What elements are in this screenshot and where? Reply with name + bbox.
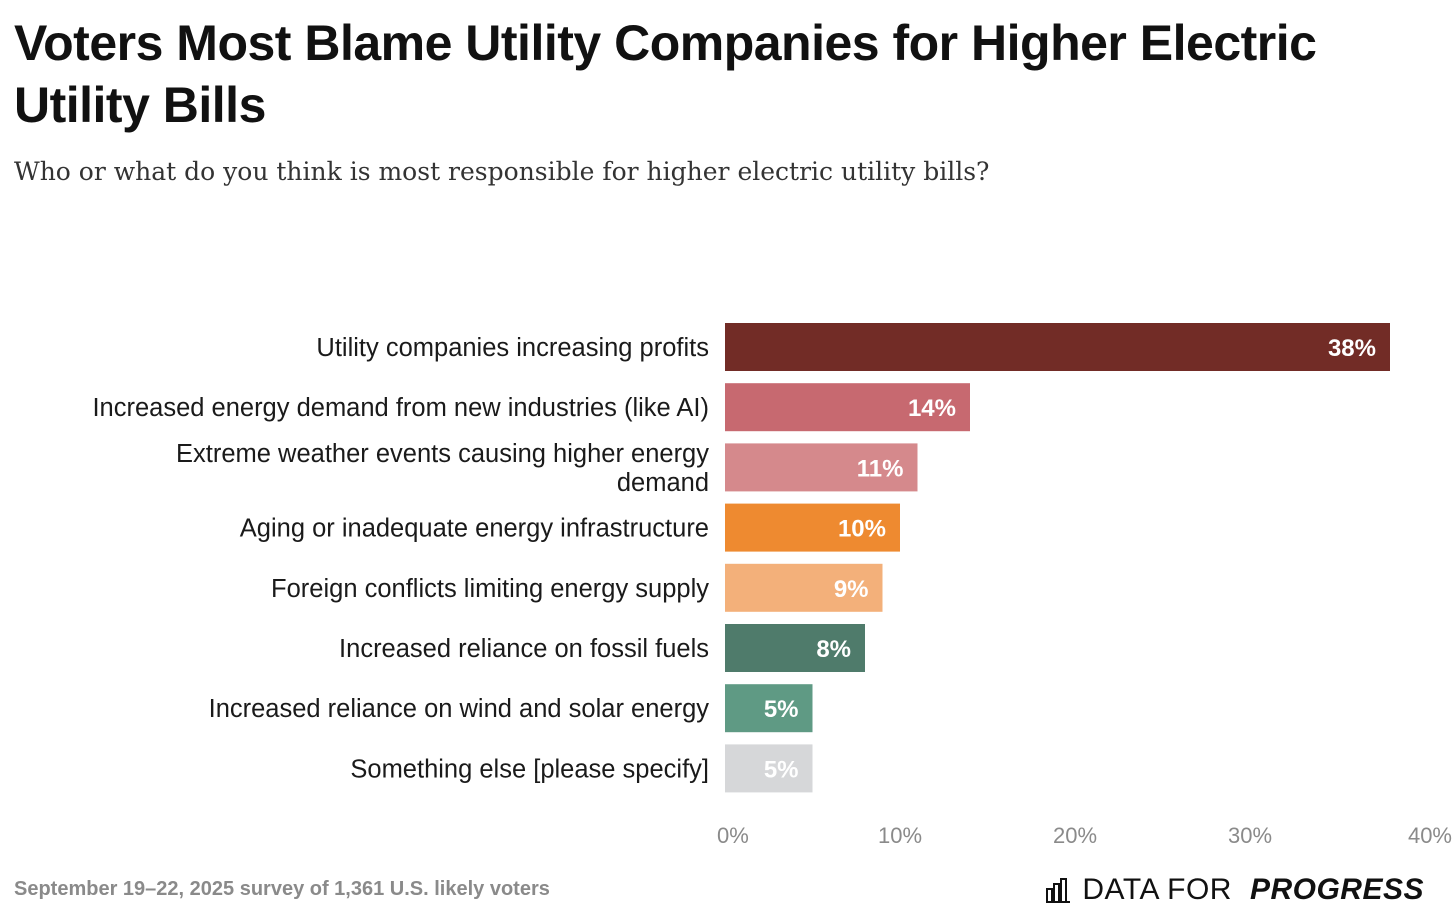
bar-4 bbox=[725, 503, 900, 552]
category-label-6: Increased reliance on fossil fuels bbox=[339, 635, 709, 663]
bar-3 bbox=[725, 443, 918, 492]
x-tick-label: 10% bbox=[878, 823, 922, 848]
page-subtitle: Who or what do you think is most respons… bbox=[14, 157, 990, 186]
bar-value-label-7: 5% bbox=[764, 696, 799, 723]
category-label-1: Utility companies increasing profits bbox=[316, 334, 709, 362]
category-label-2: Increased energy demand from new industr… bbox=[92, 394, 709, 422]
bar-1 bbox=[725, 323, 1390, 371]
bar-value-label-1: 38% bbox=[1328, 335, 1376, 362]
bar-value-label-3: 11% bbox=[857, 455, 904, 482]
x-axis-ticks: 0% 10% 20% 30% 40% bbox=[717, 823, 1452, 848]
x-tick-label: 0% bbox=[717, 823, 749, 848]
x-tick-label: 30% bbox=[1228, 823, 1272, 848]
bar-2 bbox=[725, 383, 970, 432]
bar-value-label-8: 5% bbox=[764, 756, 799, 783]
category-label-4: Aging or inadequate energy infrastructur… bbox=[240, 515, 709, 543]
category-label-3: Extreme weather events causing higher en… bbox=[176, 440, 709, 497]
category-label-7: Increased reliance on wind and solar ene… bbox=[209, 695, 710, 723]
bar-value-label-5: 9% bbox=[834, 576, 869, 603]
bar-value-label-4: 10% bbox=[838, 516, 886, 543]
bar-5 bbox=[725, 563, 883, 612]
page-title: Voters Most Blame Utility Companies for … bbox=[14, 15, 1317, 133]
bars-layer: 38% Utility companies increasing profits 1… bbox=[92, 323, 1390, 793]
bar-chart-icon bbox=[1046, 878, 1071, 903]
brand-logo: DATA FOR PROGRESS bbox=[1046, 872, 1424, 908]
bar-8 bbox=[725, 744, 813, 793]
x-tick-label: 20% bbox=[1053, 823, 1097, 848]
brand-name-part2: PROGRESS bbox=[1249, 873, 1424, 906]
bar-value-label-6: 8% bbox=[816, 636, 851, 663]
bar-value-label-2: 14% bbox=[908, 395, 956, 422]
bar-7 bbox=[725, 684, 813, 733]
bar-6 bbox=[725, 624, 865, 672]
category-label-8: Something else [please specify] bbox=[350, 755, 709, 783]
x-tick-label: 40% bbox=[1408, 823, 1452, 848]
brand-name-part1: DATA FOR bbox=[1082, 873, 1232, 906]
category-label-5: Foreign conflicts limiting energy supply bbox=[271, 575, 709, 603]
footer-source-note: September 19–22, 2025 survey of 1,361 U.… bbox=[14, 878, 550, 900]
